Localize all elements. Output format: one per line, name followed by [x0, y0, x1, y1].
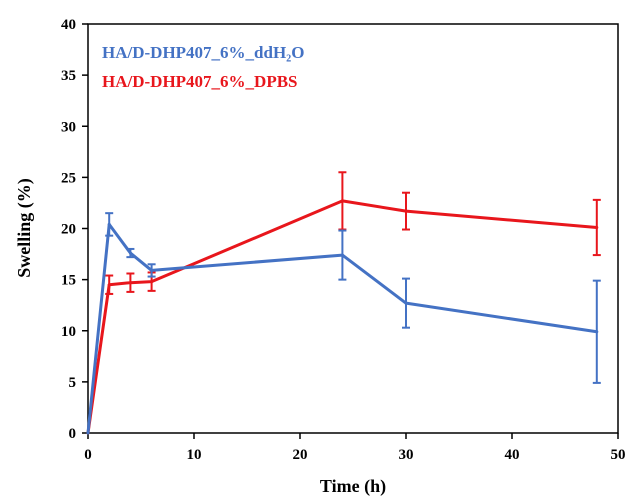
- data-point: [107, 283, 111, 287]
- x-tick-label: 50: [611, 447, 626, 463]
- series-0: [86, 212, 601, 435]
- data-point: [404, 209, 408, 213]
- x-tick-label: 0: [84, 447, 92, 463]
- y-tick-label: 20: [61, 222, 76, 238]
- legend-entry-dpbs: HA/D-DHP407_6%_DPBS: [102, 72, 298, 91]
- data-point: [595, 330, 599, 334]
- x-tick-label: 30: [399, 447, 414, 463]
- y-tick-label: 0: [69, 426, 77, 442]
- legend: HA/D-DHP407_6%_ddH₂O HA/D-DHP407_6%_DPBS: [102, 43, 305, 91]
- x-tick-label: 10: [187, 447, 202, 463]
- y-axis-title: Swelling (%): [14, 178, 35, 278]
- y-tick-label: 10: [61, 324, 76, 340]
- y-tick-label: 5: [69, 375, 77, 391]
- y-tick-label: 25: [61, 170, 76, 186]
- data-point: [150, 280, 154, 284]
- y-tick-label: 40: [61, 17, 76, 33]
- y-tick-label: 30: [61, 119, 76, 135]
- data-point: [150, 268, 154, 272]
- series-layer: [86, 171, 601, 435]
- tick-labels: 0 10 20 30 40 50 0 5 10 15 20 25 30 35 40: [61, 17, 626, 463]
- data-point: [128, 281, 132, 285]
- data-point: [340, 199, 344, 203]
- y-tick-label: 35: [61, 68, 76, 84]
- x-tick-label: 20: [293, 447, 308, 463]
- x-tick-label: 40: [505, 447, 520, 463]
- legend-entry-ddh2o: HA/D-DHP407_6%_ddH₂O: [102, 43, 305, 62]
- tick-marks: [82, 23, 619, 439]
- y-tick-label: 15: [61, 273, 76, 289]
- data-point: [128, 251, 132, 255]
- data-point: [404, 301, 408, 305]
- data-point: [595, 225, 599, 229]
- data-point: [86, 431, 90, 435]
- data-point: [107, 222, 111, 226]
- series-1: [86, 171, 601, 435]
- x-axis-title: Time (h): [320, 476, 386, 497]
- data-point: [340, 253, 344, 257]
